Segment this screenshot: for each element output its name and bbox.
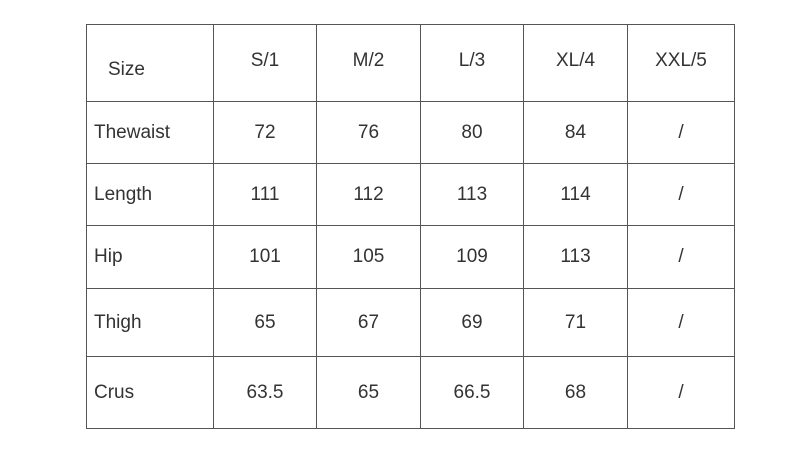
table-cell: 65 bbox=[213, 288, 317, 357]
table-cell: 111 bbox=[213, 163, 317, 226]
row-label: Thewaist bbox=[86, 101, 214, 164]
row-label: Crus bbox=[86, 356, 214, 429]
table-cell: 101 bbox=[213, 225, 317, 289]
table-cell: 71 bbox=[523, 288, 628, 357]
table-cell: / bbox=[627, 288, 735, 357]
table-cell: 72 bbox=[213, 101, 317, 164]
table-cell: 113 bbox=[523, 225, 628, 289]
size-chart-table: Size S/1 M/2 L/3 XL/4 XXL/5 Thewaist 72 76 80 84/L… bbox=[86, 24, 735, 429]
row-label: Thigh bbox=[86, 288, 214, 357]
table-cell: 66.5 bbox=[420, 356, 524, 429]
table-cell: 69 bbox=[420, 288, 524, 357]
column-header: XL/4 bbox=[523, 24, 628, 102]
table-cell: 65 bbox=[316, 356, 421, 429]
table-cell: 109 bbox=[420, 225, 524, 289]
column-header: XXL/5 bbox=[627, 24, 735, 102]
table-cell: / bbox=[627, 163, 735, 226]
table-cell: 68 bbox=[523, 356, 628, 429]
table-row: Crus 63.5 65 66.5 68/ bbox=[86, 356, 735, 429]
row-label: Hip bbox=[86, 225, 214, 289]
row-label: Length bbox=[86, 163, 214, 226]
table-row: Length 111 112 113 114/ bbox=[86, 163, 735, 226]
table-cell: 80 bbox=[420, 101, 524, 164]
table-cell: 112 bbox=[316, 163, 421, 226]
table-row: Hip 101 105 109 113/ bbox=[86, 225, 735, 289]
table-cell: 105 bbox=[316, 225, 421, 289]
table-row: Thigh 65 67 69 71/ bbox=[86, 288, 735, 357]
table-cell: 76 bbox=[316, 101, 421, 164]
table-cell: 84 bbox=[523, 101, 628, 164]
table-row: Thewaist 72 76 80 84/ bbox=[86, 101, 735, 164]
table-cell: 114 bbox=[523, 163, 628, 226]
table-cell: / bbox=[627, 356, 735, 429]
column-header: S/1 bbox=[213, 24, 317, 102]
column-header: L/3 bbox=[420, 24, 524, 102]
table-cell: 67 bbox=[316, 288, 421, 357]
header-row: Size S/1 M/2 L/3 XL/4 XXL/5 bbox=[86, 24, 735, 102]
table-cell: 63.5 bbox=[213, 356, 317, 429]
column-header: M/2 bbox=[316, 24, 421, 102]
column-header: Size bbox=[86, 24, 214, 102]
table-cell: 113 bbox=[420, 163, 524, 226]
table-cell: / bbox=[627, 225, 735, 289]
table-cell: / bbox=[627, 101, 735, 164]
